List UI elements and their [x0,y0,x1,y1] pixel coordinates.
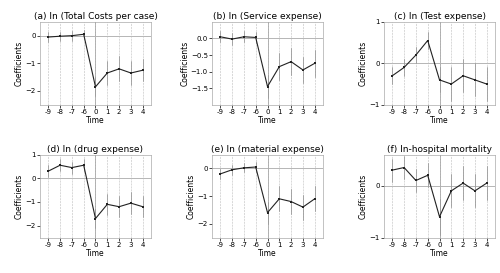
X-axis label: Time: Time [430,249,449,258]
Title: (e) ln (material expense): (e) ln (material expense) [211,145,324,154]
Y-axis label: Coefficients: Coefficients [187,173,196,219]
Y-axis label: Coefficients: Coefficients [180,41,190,86]
Title: (d) ln (drug expense): (d) ln (drug expense) [48,145,144,154]
Title: (c) ln (Test expense): (c) ln (Test expense) [394,12,486,21]
Y-axis label: Coefficients: Coefficients [359,173,368,219]
X-axis label: Time: Time [86,116,105,125]
X-axis label: Time: Time [430,116,449,125]
X-axis label: Time: Time [258,249,277,258]
Title: (a) ln (Total Costs per case): (a) ln (Total Costs per case) [34,12,158,21]
Y-axis label: Coefficients: Coefficients [15,41,24,86]
X-axis label: Time: Time [86,249,105,258]
Y-axis label: Coefficients: Coefficients [359,41,368,86]
X-axis label: Time: Time [258,116,277,125]
Title: (b) ln (Service expense): (b) ln (Service expense) [213,12,322,21]
Title: (f) In-hospital mortality: (f) In-hospital mortality [387,145,492,154]
Y-axis label: Coefficients: Coefficients [15,173,24,219]
